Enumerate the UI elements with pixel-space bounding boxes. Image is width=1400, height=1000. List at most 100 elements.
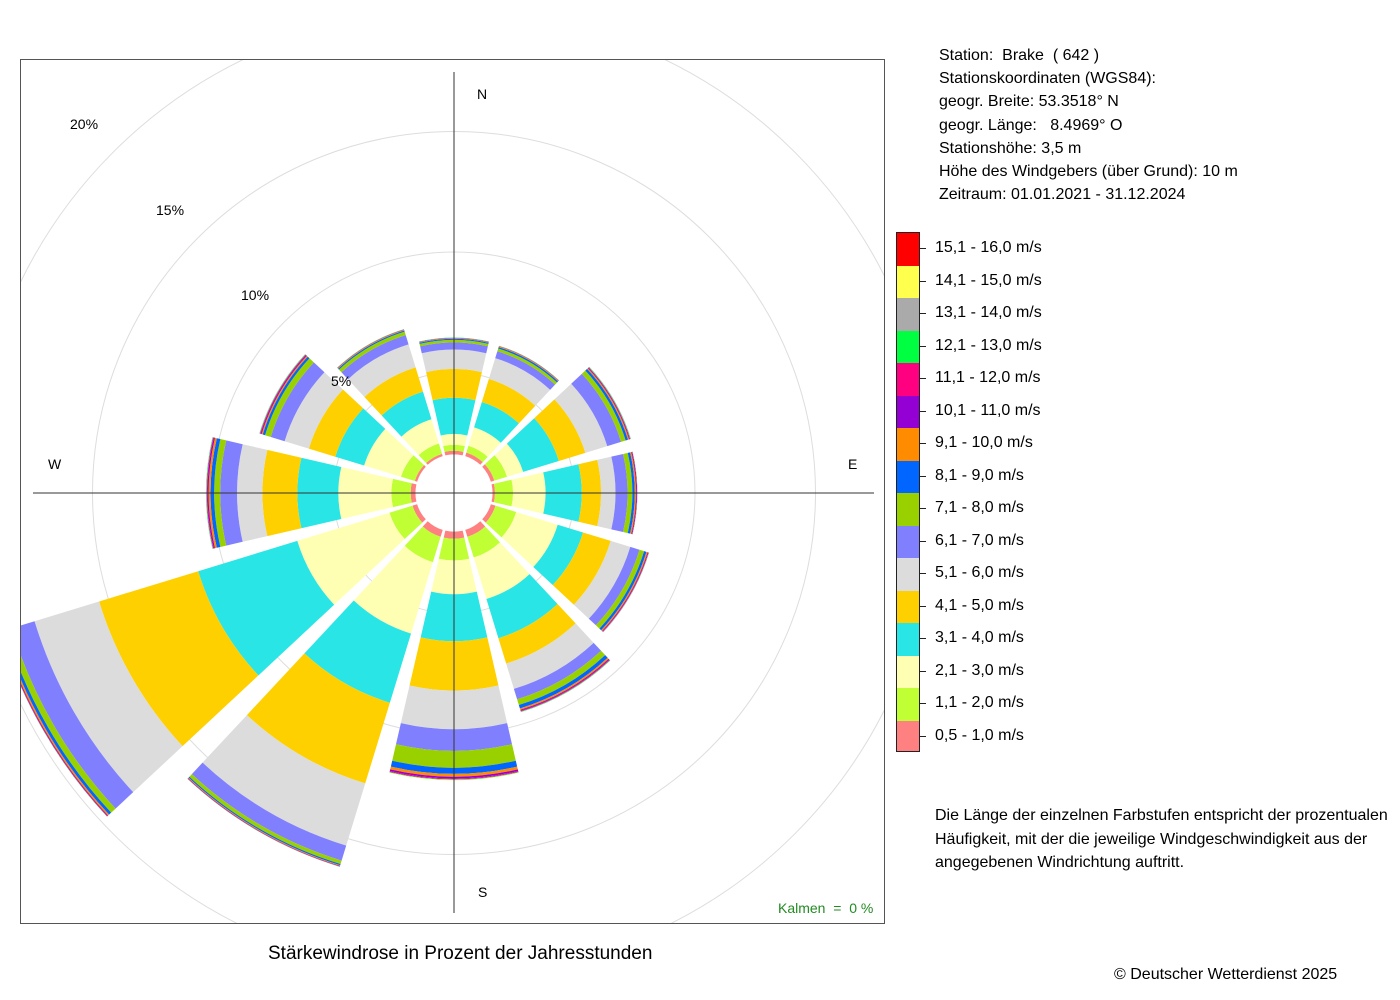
legend-swatch <box>897 428 919 461</box>
calms-label: Kalmen = 0 % <box>778 900 874 916</box>
sector-330 <box>337 329 443 465</box>
legend-label: 13,1 - 14,0 m/s <box>935 304 1042 322</box>
sector-60-band-4 <box>534 399 586 461</box>
sector-30-band-7 <box>497 348 558 385</box>
sector-60-band-3 <box>506 418 559 472</box>
sector-0-band-7 <box>419 339 489 347</box>
legend-swatch <box>897 558 919 591</box>
sector-210 <box>187 521 443 867</box>
compass-north-label: N <box>477 86 488 102</box>
legend-label: 0,5 - 1,0 m/s <box>935 726 1024 744</box>
legend-tick <box>920 280 926 282</box>
sector-330-band-7 <box>338 331 406 373</box>
legend-tick <box>920 248 926 250</box>
chart-title: Stärkewindrose in Prozent der Jahresstun… <box>268 943 653 964</box>
sector-240-band-6 <box>21 621 134 809</box>
sector-330-band-2 <box>401 419 439 456</box>
ring-label-5: 5% <box>331 373 352 389</box>
sector-210-band-0 <box>422 521 443 537</box>
sector-90-band-11 <box>631 451 638 535</box>
legend-label: 3,1 - 4,0 m/s <box>935 629 1024 647</box>
grid-ring-20 <box>21 60 884 923</box>
sector-300-band-1 <box>400 455 425 482</box>
sector-150-band-2 <box>473 542 530 600</box>
sector-120-band-4 <box>552 532 611 605</box>
legend-label: 1,1 - 2,0 m/s <box>935 694 1024 712</box>
sector-30-band-5 <box>488 358 551 406</box>
sector-0-band-10 <box>419 338 489 343</box>
sector-0-band-8 <box>419 338 489 344</box>
sector-30-band-1 <box>466 445 488 463</box>
station-longitude: geogr. Länge: 8.4969° O <box>939 116 1123 134</box>
legend-label: 12,1 - 13,0 m/s <box>935 336 1042 354</box>
compass-east-label: E <box>848 456 858 472</box>
legend-label: 8,1 - 9,0 m/s <box>935 466 1024 484</box>
legend-swatch <box>897 590 919 623</box>
sector-60-band-7 <box>581 370 626 442</box>
sector-90-band-8 <box>627 452 635 534</box>
sector-30-band-4 <box>481 378 536 424</box>
ring-label-15: 15% <box>156 202 185 218</box>
legend-tick <box>920 443 926 445</box>
sector-330-band-5 <box>347 344 416 397</box>
sector-300-band-8 <box>262 356 310 436</box>
sector-30-band-6 <box>495 351 556 390</box>
legend-swatch <box>897 265 919 298</box>
station-name: Station: Brake ( 642 ) <box>939 47 1100 64</box>
sector-180-band-9 <box>390 766 518 777</box>
sector-300-band-6 <box>270 362 325 442</box>
sector-330-band-6 <box>341 335 409 380</box>
sector-60-band-0 <box>482 464 495 482</box>
legend-label: 14,1 - 15,0 m/s <box>935 271 1042 289</box>
sector-270-band-8 <box>210 438 221 548</box>
sector-240-band-3 <box>198 540 335 676</box>
legend-tick <box>920 703 926 705</box>
wind-sectors <box>21 329 650 867</box>
legend-swatch <box>897 720 919 751</box>
legend-tick <box>920 475 926 477</box>
sector-330-band-4 <box>364 367 423 416</box>
legend-label: 4,1 - 5,0 m/s <box>935 596 1024 614</box>
station-coords-heading: Stationskoordinaten (WGS84): <box>939 70 1156 88</box>
legend-tick <box>920 638 926 640</box>
sector-60 <box>482 366 632 482</box>
sector-210-band-3 <box>304 600 412 703</box>
sector-300-band-0 <box>414 465 426 482</box>
sector-120-band-8 <box>599 551 647 631</box>
sector-240-band-2 <box>297 512 405 605</box>
sector-150-band-8 <box>518 655 608 709</box>
sector-270-band-11 <box>206 437 214 549</box>
sector-300-band-4 <box>308 389 364 457</box>
legend-label: 11,1 - 12,0 m/s <box>935 369 1041 387</box>
legend-label: 15,1 - 16,0 m/s <box>935 239 1042 257</box>
sector-270-band-10 <box>207 437 215 549</box>
legend-swatch <box>897 363 919 396</box>
sector-300 <box>259 354 426 482</box>
sector-120 <box>482 504 650 633</box>
sector-240-band-1 <box>389 505 423 540</box>
sector-330-band-3 <box>381 391 432 437</box>
wind-rose-plot <box>21 60 884 923</box>
sector-150-band-7 <box>517 650 606 706</box>
sector-180-band-11 <box>389 771 519 780</box>
legend-tick <box>920 735 926 737</box>
legend-tick <box>920 410 926 412</box>
station-elevation: Stationshöhe: 3,5 m <box>939 139 1082 157</box>
sector-120-band-6 <box>588 546 640 626</box>
sector-150-band-0 <box>465 521 486 537</box>
sector-270-band-13 <box>206 437 213 549</box>
legend-tick <box>920 573 926 575</box>
sector-180-band-8 <box>390 760 518 774</box>
sector-240-band-4 <box>99 571 259 747</box>
sector-60-band-6 <box>571 373 622 447</box>
legend-color-bar <box>896 232 920 752</box>
sector-30-band-0 <box>465 452 483 465</box>
legend-label: 5,1 - 6,0 m/s <box>935 564 1024 582</box>
legend-label: 7,1 - 8,0 m/s <box>935 499 1024 517</box>
legend-label: 10,1 - 11,0 m/s <box>935 401 1041 419</box>
sector-150-band-1 <box>467 526 501 558</box>
explanation-text: Die Länge der einzelnen Farbstufen entsp… <box>935 807 1388 871</box>
sensor-height: Höhe des Windgebers (über Grund): 10 m <box>939 163 1238 181</box>
legend-tick <box>920 508 926 510</box>
sector-240-band-5 <box>34 601 183 793</box>
